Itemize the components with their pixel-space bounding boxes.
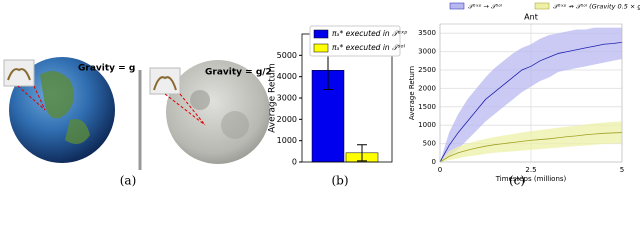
ant-icon [3,59,35,87]
ant-legs [7,68,31,81]
caption: (b) [331,174,348,188]
y-tick-label: 3500 [418,29,436,37]
x-tick-label: 5 [620,166,624,174]
y-tick-label: 3000 [418,48,436,56]
legend-box [309,25,401,57]
mean-line [439,42,623,163]
y-tick-label: 3000 [277,94,297,103]
y-axis-label: Average Return [408,66,416,120]
figure: Gravity = g Gravity = g/2 (a) (b) (c) 0 1… [3,2,640,188]
legend-swatch [313,43,329,53]
legend-swatch [449,2,465,10]
pointer [179,93,206,126]
pointer [164,93,206,126]
gravity-label: Gravity = g/2 [205,68,272,78]
moon [166,60,270,164]
y-tick-label: 500 [423,140,436,148]
plot-frame [439,23,623,163]
y-tick-label: 5000 [277,51,297,60]
y-tick-label: 1000 [418,121,436,129]
legend-swatch [534,2,550,10]
y-tick-label: 1500 [418,103,436,111]
y-tick-label: 0 [292,158,297,167]
legend-label: πₐ* executed in 𝒯ᵉˣᵖ [332,29,407,38]
pointer [33,85,46,111]
gravity-label: Gravity = g [78,64,135,74]
crater [221,111,249,139]
y-tick-label: 2500 [418,66,436,74]
legend-label: πₐ* executed in 𝒯ˢᵒˡ [332,43,406,52]
y-tick-label: 4000 [277,72,297,81]
crater [190,90,210,110]
legend-swatch [313,29,329,39]
x-tick-label: 0 [438,166,442,174]
y-tick-label: 2000 [277,115,297,124]
mean-line [439,132,623,163]
legend-label: 𝒯ᵉˣᵖ → 𝒯ˢᵒˡ [468,3,503,11]
caption: (c) [509,174,525,188]
x-tick-label: 2.5 [525,166,536,174]
confidence-band [440,121,622,162]
pointer [17,85,46,111]
y-tick-label: 0 [432,158,436,166]
caption: (a) [120,174,137,188]
panel-a: Gravity = g Gravity = g/2 [3,57,272,170]
x-axis-label: Timesteps (millions) [495,175,567,183]
chart-title: Ant [524,13,538,22]
legend-label: 𝒯ᵉˣᵖ ↛ 𝒯ˢᵒˡ (Gravity 0.5 × g) [553,3,640,11]
y-axis-label: Average Return [268,63,278,133]
error-bar [357,144,367,162]
continents [40,71,90,144]
y-tick-label: 1000 [277,136,297,145]
confidence-band [440,27,622,163]
y-tick-label: 2000 [418,84,436,92]
ant-legs [153,76,177,91]
